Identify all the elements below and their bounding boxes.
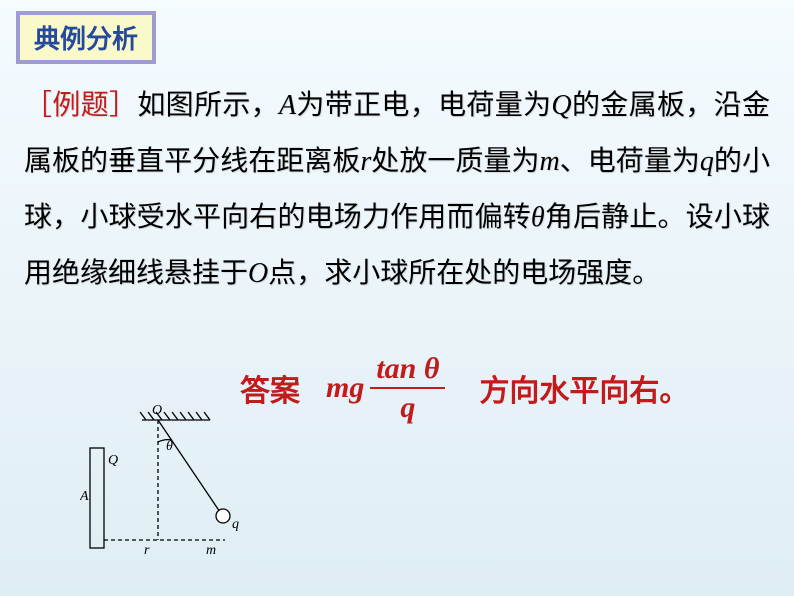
formula-mg: mg bbox=[326, 371, 364, 405]
fraction-numerator: tan θ bbox=[370, 352, 445, 389]
answer-direction: 方向水平向右。 bbox=[479, 366, 689, 410]
var-m: m bbox=[539, 146, 559, 177]
diagram-label-theta: θ bbox=[166, 439, 173, 454]
problem-text: ［例题］如图所示，A为带正电，电荷量为Q的金属板，沿金属板的垂直平分线在距离板r… bbox=[24, 78, 770, 302]
t2: 为带正电，电荷量为 bbox=[296, 90, 551, 121]
diagram-label-m: m bbox=[206, 543, 216, 558]
t1: 如图所示， bbox=[137, 90, 279, 121]
example-label: ［例题］ bbox=[24, 90, 137, 121]
var-O: O bbox=[248, 258, 268, 289]
diagram-label-q: q bbox=[232, 517, 239, 532]
t4: 处放一质量为 bbox=[371, 146, 539, 177]
var-Q: Q bbox=[551, 90, 571, 121]
diagram-label-A: A bbox=[80, 489, 89, 504]
answer-row: 答案 mg tan θ q 方向水平向右。 bbox=[240, 352, 780, 424]
diagram-label-O: O bbox=[152, 403, 162, 418]
answer-formula: mg tan θ q bbox=[326, 352, 451, 424]
content-area: ［例题］如图所示，A为带正电，电荷量为Q的金属板，沿金属板的垂直平分线在距离板r… bbox=[24, 78, 770, 302]
var-A: A bbox=[279, 90, 296, 121]
section-badge: 典例分析 bbox=[16, 11, 156, 64]
t8: 点，求小球所在处的电场强度。 bbox=[268, 258, 660, 289]
t5: 、电荷量为 bbox=[560, 146, 700, 177]
fraction: tan θ q bbox=[370, 352, 445, 424]
var-q: q bbox=[700, 146, 714, 177]
var-theta: θ bbox=[531, 202, 545, 233]
physics-diagram: O θ Q A r m q bbox=[80, 400, 250, 570]
diagram-label-r: r bbox=[144, 543, 150, 558]
var-r: r bbox=[360, 146, 371, 177]
diagram-label-Q: Q bbox=[108, 453, 118, 468]
fraction-denominator: q bbox=[400, 389, 415, 424]
